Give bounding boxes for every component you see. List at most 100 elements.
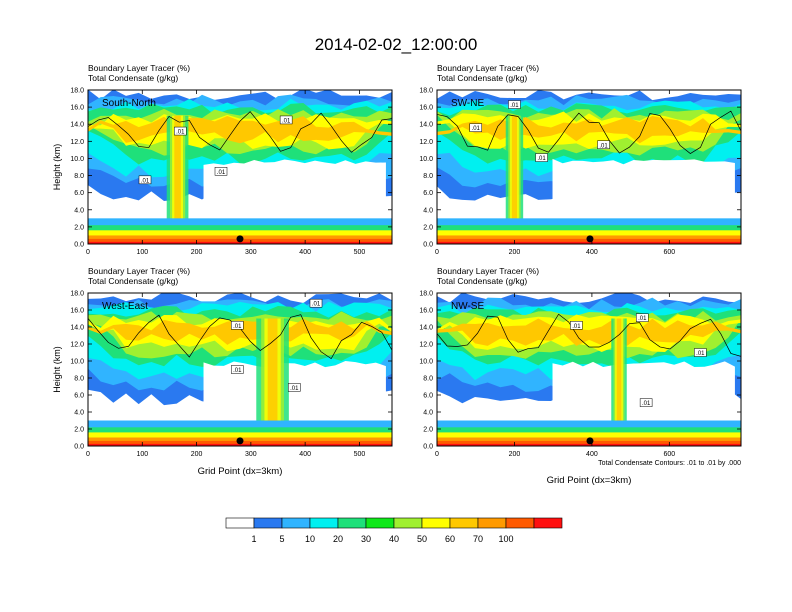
colorbar-swatch: [393, 517, 423, 529]
y-tick-label: 12.0: [70, 342, 84, 349]
x-tick-label: 500: [354, 451, 366, 458]
colorbar-label: 20: [333, 534, 343, 544]
contour-label-box: [288, 383, 301, 392]
panel-west-east: Boundary Layer Tracer (%)Total Condensat…: [52, 266, 393, 477]
y-tick-label: 16.0: [419, 105, 433, 112]
y-tick-label: 18.0: [70, 88, 84, 95]
panel-label: South-North: [102, 98, 156, 109]
x-axis-label: Grid Point (dx=3km): [198, 466, 283, 477]
colorbar-label: 50: [417, 534, 427, 544]
shaded-field: [437, 90, 741, 244]
x-axis-label: Grid Point (dx=3km): [547, 475, 632, 486]
contour-label: .01: [233, 368, 242, 374]
y-tick-label: 16.0: [70, 105, 84, 112]
y-tick-label: 10.0: [419, 359, 433, 366]
colorbar-label: 70: [473, 534, 483, 544]
y-tick-label: 18.0: [70, 291, 84, 298]
y-tick-label: 6.0: [423, 393, 433, 400]
contour-label-box: [508, 100, 521, 109]
y-tick-label: 2.0: [423, 224, 433, 231]
x-tick-label: 400: [299, 451, 311, 458]
contour-label: .01: [233, 324, 242, 330]
y-axis-label: Height (km): [52, 144, 62, 191]
y-tick-label: 8.0: [74, 173, 84, 180]
y-tick-label: 12.0: [419, 342, 433, 349]
y-tick-label: 2.0: [74, 427, 84, 434]
figure-title: 2014-02-02_12:00:00: [315, 35, 478, 54]
condensate-contour: [88, 111, 392, 153]
x-tick-label: 400: [299, 249, 311, 256]
shaded-field: [88, 90, 392, 244]
panel-subtitle-1: Boundary Layer Tracer (%): [88, 266, 190, 276]
y-tick-label: 2.0: [74, 224, 84, 231]
x-tick-label: 400: [586, 249, 598, 256]
contour-label-box: [597, 140, 610, 150]
contour-label: .01: [290, 386, 299, 392]
colorbar: 1 5 10 20 30 40 50 60 70 100: [225, 517, 563, 544]
x-tick-label: 200: [509, 249, 521, 256]
plot-frame: [436, 89, 742, 245]
x-tick-label: 0: [435, 249, 439, 256]
colorbar-swatch: [365, 517, 395, 529]
x-tick-label: 300: [245, 451, 257, 458]
colorbar-label: 40: [389, 534, 399, 544]
y-tick-label: 6.0: [74, 190, 84, 197]
panel-subtitle-2: Total Condensate (g/kg): [437, 276, 527, 286]
location-marker: [586, 235, 594, 243]
y-tick-label: 6.0: [74, 393, 84, 400]
contour-label: .01: [599, 143, 608, 149]
panel-subtitle-1: Boundary Layer Tracer (%): [437, 63, 539, 73]
condensate-contour: [437, 110, 741, 154]
contour-label: .01: [472, 126, 481, 132]
contour-label: .01: [537, 156, 546, 162]
y-tick-label: 18.0: [419, 291, 433, 298]
y-tick-label: 12.0: [419, 139, 433, 146]
contour-label: .01: [217, 170, 226, 176]
contour-label: .01: [572, 324, 581, 330]
contour-label: .01: [642, 401, 651, 407]
y-tick-label: 0.0: [423, 444, 433, 451]
contour-label-box: [231, 321, 244, 330]
y-tick-label: 10.0: [70, 359, 84, 366]
y-tick-label: 2.0: [423, 427, 433, 434]
y-tick-label: 4.0: [74, 410, 84, 417]
location-marker: [236, 437, 244, 445]
colorbar-label: 5: [279, 534, 284, 544]
y-tick-label: 8.0: [423, 173, 433, 180]
contour-label-box: [635, 313, 649, 322]
contour-label: .01: [282, 118, 291, 124]
panel-label: SW-NE: [451, 98, 484, 109]
contour-label: .01: [696, 351, 705, 357]
colorbar-label: 10: [305, 534, 315, 544]
panel-sw-ne: Boundary Layer Tracer (%)Total Condensat…: [419, 63, 742, 256]
y-tick-label: 12.0: [70, 139, 84, 146]
y-tick-label: 14.0: [419, 122, 433, 129]
colorbar-label: 30: [361, 534, 371, 544]
y-tick-label: 14.0: [419, 325, 433, 332]
x-tick-label: 400: [586, 451, 598, 458]
panel-subtitle-2: Total Condensate (g/kg): [437, 73, 527, 83]
y-tick-label: 4.0: [74, 207, 84, 214]
y-axis-label: Height (km): [52, 346, 62, 393]
colorbar-label: 60: [445, 534, 455, 544]
panel-label: West-East: [102, 301, 148, 312]
panel-subtitle-1: Boundary Layer Tracer (%): [437, 266, 539, 276]
colorbar-swatch: [421, 517, 451, 529]
colorbar-swatch: [309, 517, 339, 529]
x-tick-label: 200: [191, 249, 203, 256]
panel-subtitle-2: Total Condensate (g/kg): [88, 276, 178, 286]
panel-nw-se: Boundary Layer Tracer (%)Total Condensat…: [419, 266, 742, 486]
y-tick-label: 16.0: [70, 308, 84, 315]
y-tick-label: 18.0: [419, 88, 433, 95]
contour-label-box: [570, 321, 583, 330]
y-tick-label: 10.0: [419, 156, 433, 163]
y-tick-label: 8.0: [423, 376, 433, 383]
panel-label: NW-SE: [451, 301, 484, 312]
colorbar-swatch: [533, 517, 563, 529]
colorbar-swatch: [449, 517, 479, 529]
shaded-field: [437, 293, 741, 446]
colorbar-swatch: [505, 517, 535, 529]
contour-label: .01: [176, 130, 185, 136]
x-tick-label: 200: [191, 451, 203, 458]
